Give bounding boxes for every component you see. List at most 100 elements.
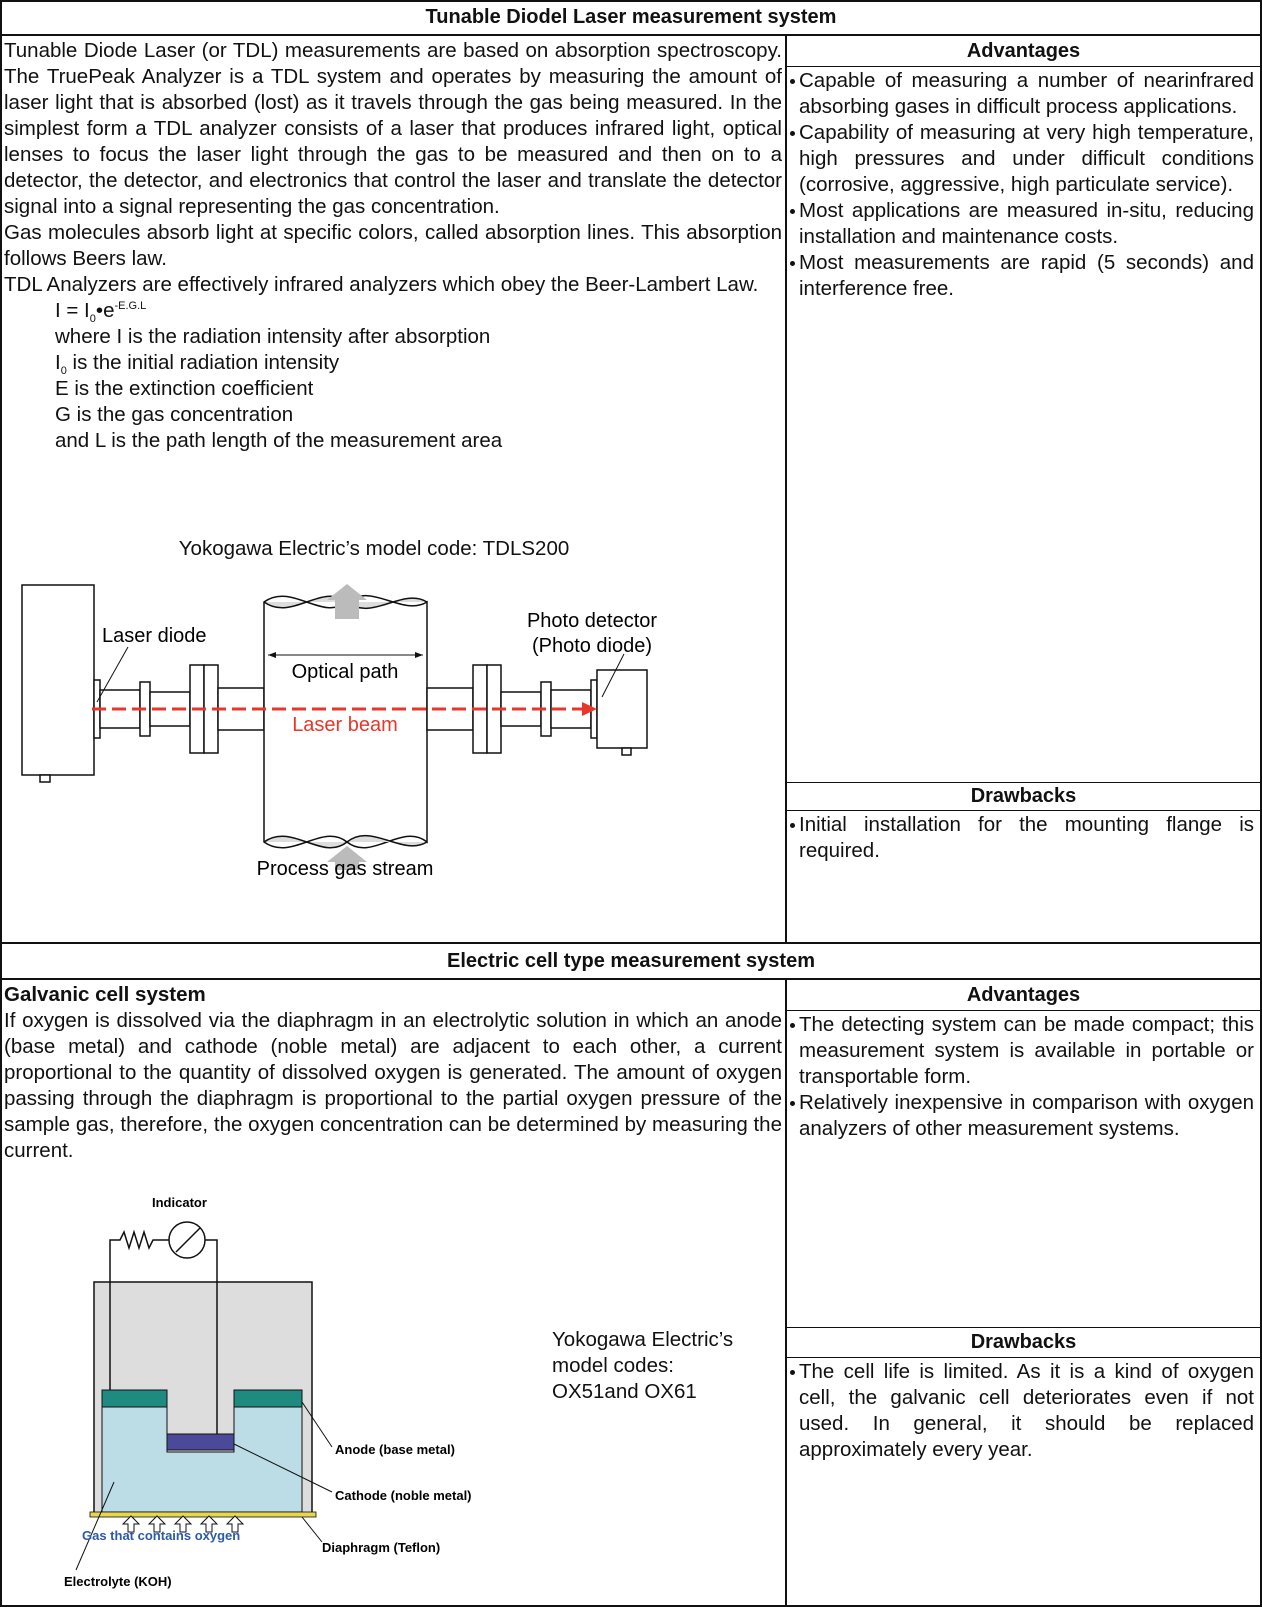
list-item: Capability of measuring at very high tem… — [790, 120, 1254, 198]
formula-block: I = I0•e-E.G.L where I is the radiation … — [4, 298, 782, 454]
laser-arrow — [582, 702, 597, 716]
leader — [301, 1401, 333, 1448]
advantages-list: The detecting system can be made compact… — [787, 1012, 1260, 1142]
model-code-text: Yokogawa Electric’s model code: TDLS200 — [178, 537, 570, 560]
bullet — [790, 131, 795, 136]
symbol: 0 — [60, 365, 67, 378]
paragraph: Gas molecules absorb light at specific c… — [4, 221, 782, 270]
symbol: I — [55, 351, 61, 374]
list-item: Most measurements are rapid (5 seconds) … — [790, 250, 1254, 302]
needle — [175, 1227, 201, 1253]
section-title: Tunable Diodel Laser measurement system — [425, 6, 837, 28]
formula-part: I = I — [55, 299, 90, 322]
definition-text: is the initial radiation intensity — [66, 351, 340, 374]
label: Diaphragm (Teflon) — [322, 1540, 440, 1555]
item-text: Capability of measuring at very high tem… — [799, 121, 1254, 196]
label: Indicator — [152, 1195, 207, 1210]
rule — [2, 978, 1260, 980]
model-code-line: OX51and OX61 — [552, 1380, 697, 1403]
rule — [785, 34, 787, 942]
list-item: The cell life is limited. As it is a kin… — [790, 1359, 1254, 1463]
rule — [787, 1327, 1260, 1328]
rule — [787, 1357, 1260, 1358]
pipe-end — [263, 835, 428, 849]
definition: G is the gas concentration — [55, 403, 294, 426]
cathode — [166, 1433, 235, 1451]
formula-part: 0 — [89, 313, 96, 326]
foot — [39, 774, 51, 783]
subheading: Galvanic cell system — [4, 983, 206, 1006]
rule — [2, 942, 1260, 944]
dimension-arrow — [268, 652, 276, 658]
body-text: Tunable Diode Laser (or TDL) measurement… — [4, 38, 782, 454]
laser-housing — [21, 584, 95, 776]
item-text: Capable of measuring a number of nearinf… — [799, 69, 1254, 118]
label: Cathode (noble metal) — [335, 1488, 472, 1503]
item-text: The cell life is limited. As it is a kin… — [799, 1360, 1254, 1461]
list-item: Relatively inexpensive in comparison wit… — [790, 1090, 1254, 1142]
label: Optical path — [292, 661, 399, 683]
rule — [785, 978, 787, 1605]
model-code-line: model codes: — [552, 1354, 674, 1377]
item-text: Most measurements are rapid (5 seconds) … — [799, 251, 1254, 300]
drawbacks-list: The cell life is limited. As it is a kin… — [787, 1359, 1260, 1463]
formula-part: •e — [95, 299, 115, 322]
wire — [109, 1229, 169, 1390]
rule — [787, 1010, 1260, 1011]
leader — [233, 1443, 333, 1493]
bullet — [790, 1023, 795, 1028]
formula-part: -E.G.L — [114, 300, 147, 313]
item-text: Most applications are measured in-situ, … — [799, 199, 1254, 248]
detector-housing — [596, 669, 648, 749]
wire — [205, 1239, 218, 1434]
bullet — [790, 1101, 795, 1106]
rule — [787, 810, 1260, 811]
leader — [601, 653, 625, 698]
body-text: Galvanic cell system If oxygen is dissol… — [4, 982, 782, 1164]
leader — [96, 646, 129, 703]
leader — [301, 1516, 323, 1543]
list-item: Capable of measuring a number of nearinf… — [790, 68, 1254, 120]
dimension-arrow — [415, 652, 423, 658]
bullet — [790, 209, 795, 214]
rule — [787, 782, 1260, 783]
item-text: The detecting system can be made compact… — [799, 1013, 1254, 1088]
diaphragm — [89, 1511, 317, 1518]
label: Anode (base metal) — [335, 1442, 455, 1457]
drawbacks-list: Initial installation for the mounting fl… — [787, 812, 1260, 864]
list-item: The detecting system can be made compact… — [790, 1012, 1254, 1090]
definition: and L is the path length of the measurem… — [55, 429, 503, 452]
flow-arrow — [327, 846, 367, 870]
flow-arrow — [327, 584, 367, 619]
leader — [75, 1481, 115, 1571]
rule — [2, 34, 1260, 36]
item-text: Relatively inexpensive in comparison wit… — [799, 1091, 1254, 1140]
label: Process gas stream — [257, 858, 434, 880]
anode — [233, 1389, 303, 1408]
gas-arrows — [121, 1515, 245, 1533]
definition: E is the extinction coefficient — [55, 377, 314, 400]
label: Gas that contains oxygen — [82, 1528, 240, 1543]
model-codes: Yokogawa Electric’s model codes: OX51and… — [552, 1327, 733, 1405]
list-item: Most applications are measured in-situ, … — [790, 198, 1254, 250]
label: (Photo diode) — [532, 635, 652, 657]
bullet — [790, 261, 795, 266]
advantages-list: Capable of measuring a number of nearinf… — [787, 68, 1260, 302]
label: Electrolyte (KOH) — [64, 1574, 172, 1589]
label: Photo detector — [527, 610, 657, 632]
list-item: Initial installation for the mounting fl… — [790, 812, 1254, 864]
paragraph: TDL Analyzers are effectively infrared a… — [4, 273, 759, 296]
item-text: Initial installation for the mounting fl… — [799, 813, 1254, 862]
drawbacks-heading: Drawbacks — [970, 1331, 1077, 1353]
drawbacks-heading: Drawbacks — [970, 785, 1077, 807]
model-code: Yokogawa Electric’s model code: TDLS200 — [2, 537, 782, 561]
paragraph: Tunable Diode Laser (or TDL) measurement… — [4, 39, 782, 218]
definition: where I is the radiation intensity after… — [55, 325, 491, 348]
rule — [787, 66, 1260, 67]
model-code-line: Yokogawa Electric’s — [552, 1328, 734, 1351]
label: Laser beam — [292, 714, 398, 736]
foot — [621, 747, 632, 756]
advantages-heading: Advantages — [966, 40, 1081, 62]
